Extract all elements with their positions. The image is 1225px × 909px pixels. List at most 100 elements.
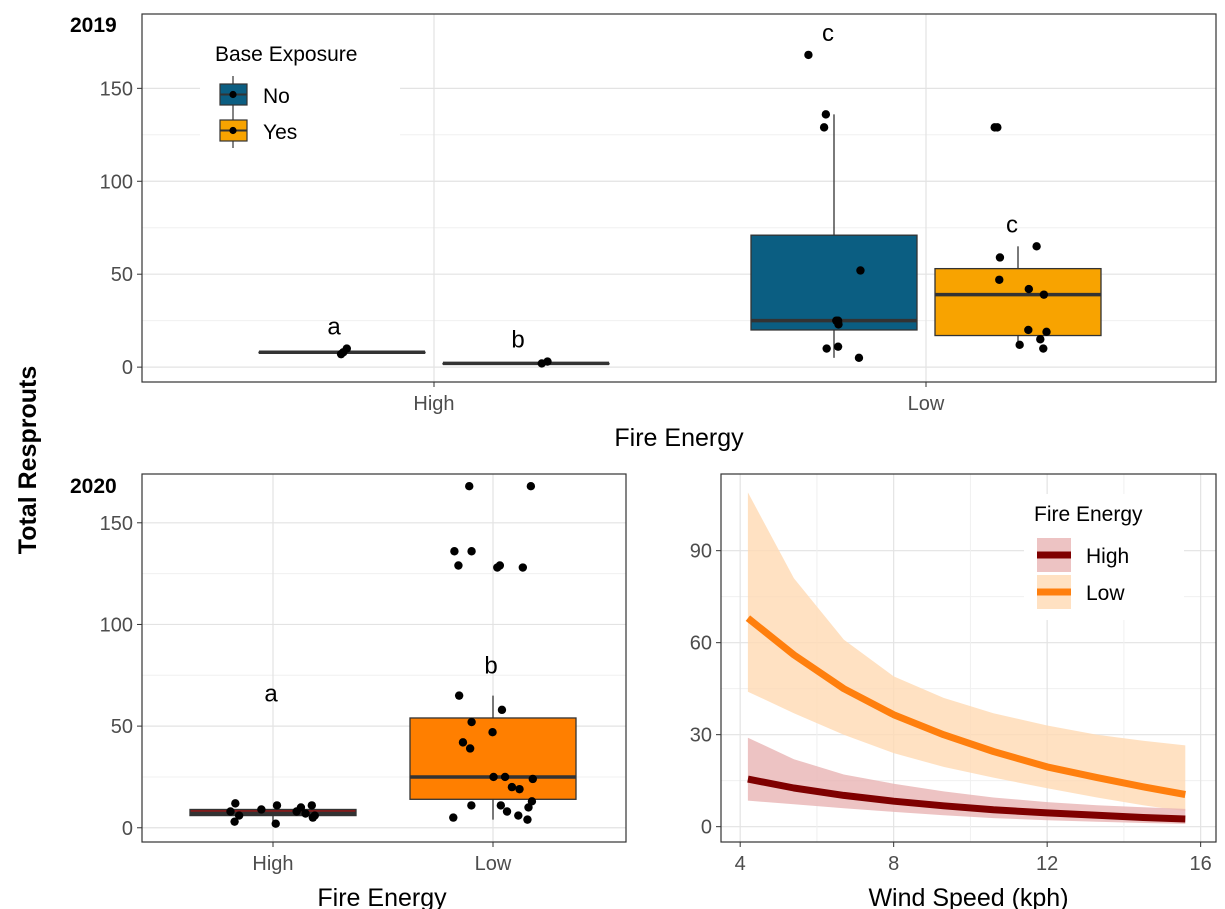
panel-2019: a c b c 0 50 100 150 High Low Fire Energy 2019 Base … <box>70 13 1217 452</box>
data-point <box>524 803 533 812</box>
x-tick-label: 4 <box>735 853 746 875</box>
fit-line-high <box>747 775 1186 823</box>
data-point <box>990 123 999 132</box>
data-point <box>467 717 476 727</box>
data-point <box>500 772 510 782</box>
data-point <box>526 481 536 491</box>
y-axis-title: Total Resprouts <box>14 366 42 554</box>
data-point <box>1024 284 1034 294</box>
data-point <box>234 811 244 820</box>
x-tick-label: Low <box>908 393 945 415</box>
legend-label: No <box>263 85 290 108</box>
data-point <box>804 50 813 60</box>
data-point <box>307 801 317 810</box>
confidence-ribbon-high <box>747 737 1186 824</box>
panel-wind-speed: 0 30 60 90 4 8 12 16 Wind Speed (kph) Fire Energy… <box>690 473 1217 909</box>
y-tick-label: 50 <box>111 716 133 738</box>
panel-2020: a b 0 50 100 150 High Low Fire Energy 2020 <box>70 473 627 909</box>
data-point <box>537 359 546 368</box>
fit-line-low <box>745 615 1186 798</box>
data-point <box>458 738 468 747</box>
data-point <box>454 561 463 570</box>
data-point <box>271 819 280 828</box>
x-tick-label: 16 <box>1190 853 1212 875</box>
data-point <box>465 481 474 491</box>
data-point <box>336 349 346 359</box>
significance-letter: c <box>822 20 834 47</box>
data-point <box>1015 340 1024 350</box>
y-tick-label: 150 <box>100 78 133 100</box>
data-point <box>523 815 532 824</box>
data-point <box>465 744 475 753</box>
x-tick-label: High <box>252 853 293 875</box>
data-point <box>493 563 502 572</box>
data-point <box>821 110 831 119</box>
data-point <box>308 813 318 822</box>
data-point <box>854 353 864 363</box>
data-point <box>856 266 865 275</box>
data-point <box>1032 242 1041 251</box>
y-tick-label: 30 <box>690 725 712 747</box>
data-point <box>488 728 497 737</box>
data-point <box>496 801 506 810</box>
y-tick-label: 60 <box>690 633 712 655</box>
data-point <box>1036 335 1045 344</box>
y-tick-label: 100 <box>100 171 133 193</box>
data-point <box>1024 325 1033 335</box>
significance-letter: b <box>511 327 524 354</box>
data-point <box>833 342 843 351</box>
panel-border <box>141 13 1217 383</box>
significance-letter: a <box>327 314 341 341</box>
legend-label: Low <box>1086 582 1125 605</box>
y-tick-label: 100 <box>100 614 133 636</box>
data-point <box>467 547 476 556</box>
legend-label: Yes <box>263 121 297 144</box>
panel-border <box>720 473 1217 843</box>
y-tick-label: 0 <box>701 817 712 839</box>
legend: Fire Energy High Low <box>1024 494 1184 620</box>
significance-letter: a <box>264 681 278 708</box>
x-tick-label: 8 <box>888 853 899 875</box>
data-point <box>527 797 537 806</box>
data-point <box>819 123 829 132</box>
data-point <box>489 772 498 782</box>
legend-title: Base Exposure <box>215 43 357 66</box>
y-tick-label: 150 <box>100 513 133 535</box>
data-point <box>507 782 517 792</box>
x-tick-label: 12 <box>1036 853 1058 875</box>
y-tick-label: 0 <box>122 357 133 379</box>
x-tick-label: Low <box>475 853 512 875</box>
significance-letter: c <box>1006 211 1018 238</box>
box-body <box>750 234 918 331</box>
x-axis-title: Fire Energy <box>614 424 744 452</box>
data-point <box>515 784 524 794</box>
data-point <box>450 547 459 556</box>
data-point <box>995 253 1005 262</box>
data-point <box>1039 344 1048 353</box>
data-point <box>454 691 464 700</box>
data-point <box>257 805 266 814</box>
panel-label: 2020 <box>70 475 117 498</box>
data-point <box>514 811 523 820</box>
confidence-ribbon-low <box>747 492 1186 812</box>
y-tick-label: 90 <box>690 541 712 563</box>
x-tick-label: High <box>413 393 454 415</box>
data-point <box>995 275 1004 284</box>
y-tick-label: 0 <box>122 818 133 840</box>
data-point <box>528 774 537 784</box>
box-body <box>934 267 1102 337</box>
data-point <box>467 801 476 810</box>
data-point <box>518 563 528 572</box>
legend-key-point <box>229 126 237 135</box>
data-point <box>822 344 831 353</box>
data-point <box>1039 290 1049 299</box>
data-point <box>497 705 507 715</box>
legend-title: Fire Energy <box>1034 503 1143 526</box>
x-axis-title: Wind Speed (kph) <box>868 884 1068 909</box>
panel-border <box>141 473 627 843</box>
data-point <box>272 801 282 810</box>
legend-label: High <box>1086 545 1129 568</box>
data-point <box>1042 327 1051 337</box>
panel-label: 2019 <box>70 14 117 37</box>
